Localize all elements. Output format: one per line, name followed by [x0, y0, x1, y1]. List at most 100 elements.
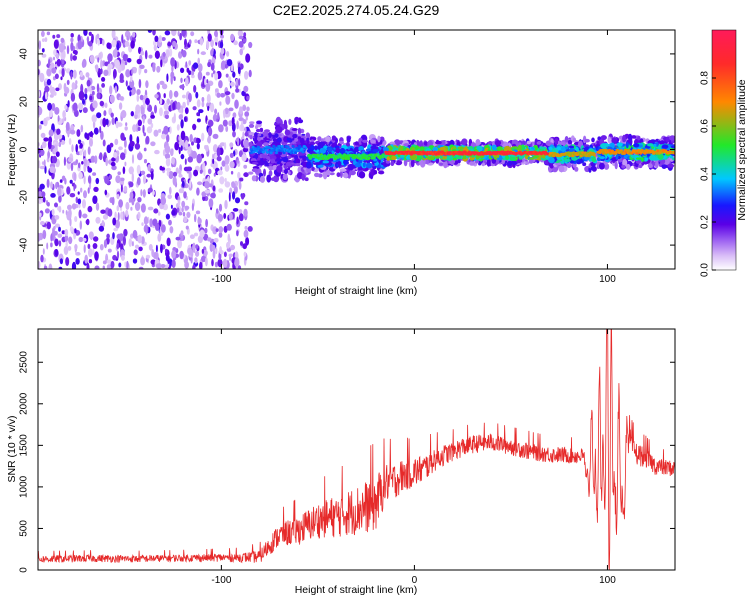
- spectrogram-blob: [372, 149, 379, 153]
- spectrogram-blob: [70, 33, 74, 38]
- spectrogram-blob: [200, 51, 206, 56]
- spectrogram-blob: [196, 153, 202, 164]
- spectrogram-ridge: [346, 157, 351, 161]
- spectrogram-blob: [628, 133, 633, 142]
- spectrogram-blob: [151, 249, 155, 257]
- spectrogram-blob: [183, 216, 188, 223]
- spectrogram-blob: [197, 217, 202, 225]
- spectrogram-blob: [231, 182, 236, 188]
- spectrogram-blob: [55, 151, 60, 157]
- spectrogram-blob: [391, 155, 397, 161]
- spectrogram-blob: [66, 186, 71, 195]
- spectrogram-blob: [277, 137, 282, 143]
- spectrogram-blob: [647, 163, 653, 169]
- spectrogram-blob: [78, 102, 84, 111]
- spectrogram-blob: [53, 225, 56, 230]
- spectrogram-blob: [102, 265, 105, 269]
- spectrogram-blob: [48, 129, 54, 137]
- spectrogram-blob: [43, 159, 46, 168]
- spectrogram-blob: [156, 65, 161, 73]
- spectrogram-blob: [116, 242, 120, 250]
- spectrogram-blob: [46, 202, 50, 207]
- spectrogram-ridge: [267, 146, 271, 149]
- spectrogram-blob: [82, 213, 88, 219]
- spectrogram-blob: [103, 69, 109, 77]
- spectrogram-blob: [39, 165, 46, 170]
- spectrogram-blob: [216, 147, 221, 157]
- spectrogram-blob: [168, 171, 174, 179]
- spectrogram-blob: [46, 221, 51, 230]
- spectrogram-blob: [148, 244, 153, 251]
- spectrogram-blob: [89, 54, 95, 64]
- colorbar: 0.00.20.40.60.8 Normalized spectral ampl…: [700, 29, 748, 277]
- spectrogram-blob: [78, 236, 84, 243]
- spectrogram-blob: [180, 130, 186, 141]
- spectrogram-blob: [212, 144, 218, 153]
- spectrogram-blob: [102, 39, 105, 46]
- spectrogram-blob: [118, 146, 123, 151]
- spectrogram-blob: [615, 154, 619, 160]
- spectrogram-blob: [343, 160, 348, 165]
- spectrogram-blob: [395, 160, 403, 166]
- spectrogram-blob: [83, 175, 86, 185]
- spectrogram-blob: [565, 146, 569, 149]
- spectrogram-blob: [237, 159, 240, 164]
- spectrogram-blob: [427, 156, 435, 161]
- spectrogram-blob: [91, 114, 97, 123]
- spectrogram-blob: [205, 218, 209, 228]
- spectrogram-blob: [181, 50, 187, 58]
- spectrogram-blob: [92, 248, 95, 256]
- spectrogram-blob: [210, 39, 215, 48]
- spectrogram-blob: [89, 138, 93, 147]
- spectrogram-ridge: [291, 145, 295, 148]
- spectrogram-blob: [51, 155, 58, 164]
- spectrogram-blob: [70, 53, 73, 62]
- spectrogram-blob: [183, 166, 189, 172]
- spectrogram-blob: [58, 69, 62, 74]
- spectrogram-blob: [182, 211, 186, 217]
- spectrogram-blob: [232, 71, 236, 78]
- spectrogram-blob: [584, 138, 590, 143]
- spectrogram-blob: [228, 76, 232, 83]
- spectrogram-blob: [219, 246, 223, 255]
- spectrogram-blob: [171, 156, 176, 165]
- spectrogram-blob: [116, 250, 120, 259]
- spectrogram-blob: [73, 184, 77, 189]
- spectrogram-blob: [165, 157, 171, 167]
- spectrogram-blob: [204, 181, 210, 189]
- spectrogram-blob: [143, 159, 148, 164]
- spectrogram-blob: [142, 124, 145, 134]
- spectrogram-blob: [78, 209, 82, 219]
- spectrogram-blob: [425, 159, 429, 165]
- spectrogram-blob: [243, 229, 249, 238]
- spectrogram-blob: [58, 226, 61, 232]
- spectrogram-blob: [520, 144, 526, 151]
- spectrogram-blob: [64, 234, 69, 242]
- spectrogram-blob: [132, 124, 137, 133]
- spectrogram-blob: [256, 120, 263, 125]
- spectrogram-blob: [46, 178, 50, 188]
- spectrogram-blob: [159, 97, 163, 105]
- spectrogram-blob: [160, 243, 163, 254]
- spectrogram-blob: [314, 145, 318, 151]
- snr-x-ticks: -100 0 100: [211, 329, 616, 586]
- spectrogram-blob: [82, 107, 88, 114]
- spectrogram-blob: [457, 146, 464, 150]
- spectrogram-blob: [114, 59, 121, 69]
- spectrogram-blob: [38, 59, 41, 67]
- spectrogram-blob: [212, 133, 219, 139]
- spectrogram-blob: [141, 222, 144, 227]
- spectrogram-blob: [573, 137, 576, 142]
- spectrogram-blob: [62, 110, 66, 119]
- spectrogram-blob: [568, 145, 575, 149]
- spectrogram-blob: [160, 58, 163, 68]
- spectrogram-blob: [136, 136, 140, 145]
- spectrogram-blob: [158, 35, 162, 43]
- spectrogram-blob: [532, 155, 539, 159]
- spectrogram-blob: [204, 227, 208, 234]
- spectrogram-blob: [213, 237, 219, 243]
- spectrogram-blob: [616, 142, 623, 147]
- spectrogram-blob: [138, 66, 141, 76]
- spectrogram-blob: [214, 261, 218, 268]
- spectrogram-blob: [564, 136, 569, 143]
